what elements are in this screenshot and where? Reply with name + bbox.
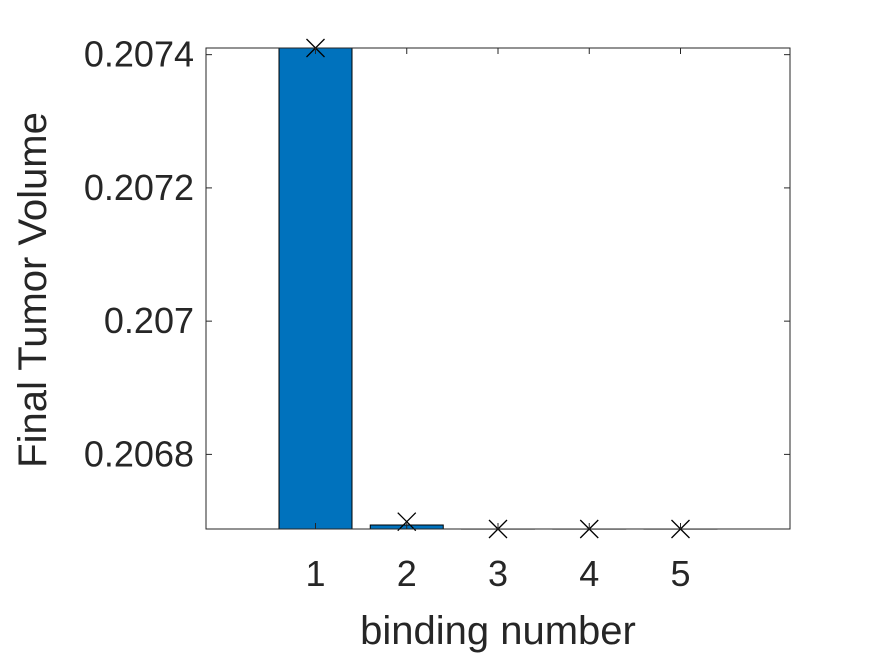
x-tick-label-5: 5	[670, 553, 690, 594]
y-tick-label: 0.207	[104, 300, 194, 341]
x-tick-label-3: 3	[488, 553, 508, 594]
y-tick-label: 0.2074	[84, 34, 194, 75]
x-tick-label-2: 2	[397, 553, 417, 594]
x-tick-label-1: 1	[305, 553, 325, 594]
bars	[278, 47, 718, 530]
x-tick-label-4: 4	[579, 553, 599, 594]
y-axis: 0.2068 0.207 0.2072 0.2074	[84, 34, 790, 474]
y-axis-label: Final Tumor Volume	[11, 112, 55, 468]
marker-2	[397, 512, 417, 532]
bar-1	[278, 47, 353, 530]
x-axis-label: binding number	[360, 609, 636, 653]
y-tick-label: 0.2068	[84, 433, 194, 474]
x-axis: 1 2 3 4 5	[305, 48, 691, 594]
y-tick-label: 0.2072	[84, 167, 194, 208]
